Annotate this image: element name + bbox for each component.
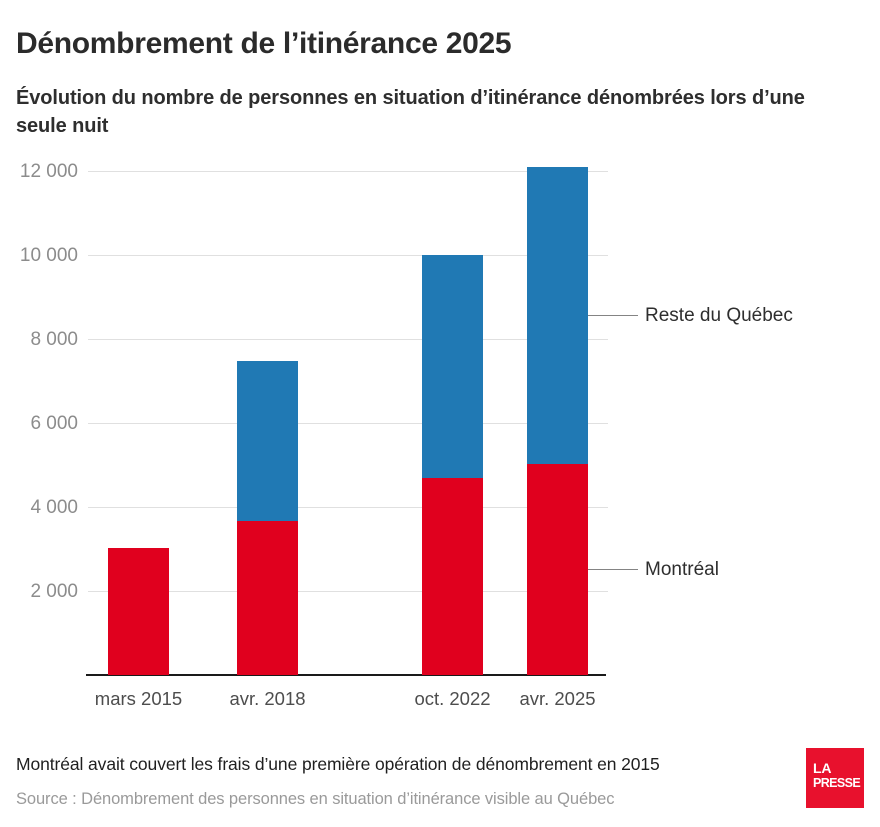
gridline-6000 — [88, 423, 608, 424]
bar-segment-montr-al-avr-2018 — [237, 521, 298, 675]
gridline-4000 — [88, 507, 608, 508]
page-title: Dénombrement de l’itinérance 2025 — [16, 27, 512, 60]
y-axis-tick-label: 12 000 — [19, 161, 78, 182]
y-axis-tick-label: 10 000 — [19, 245, 78, 266]
bar-segment-reste-du-qu-bec-avr-2018 — [237, 361, 298, 522]
y-axis-tick-label: 4 000 — [30, 497, 78, 518]
la-presse-logo: LA PRESSE — [806, 748, 864, 808]
x-axis-label: avr. 2025 — [519, 688, 596, 709]
x-axis-line — [86, 674, 606, 676]
gridline-10000 — [88, 255, 608, 256]
y-axis-tick-label: 6 000 — [30, 413, 78, 434]
la-presse-logo-text: LA PRESSE — [813, 760, 861, 790]
y-axis-tick-label: 2 000 — [30, 581, 78, 602]
logo-line-presse: PRESSE — [813, 776, 861, 790]
bar-segment-montr-al-oct-2022 — [422, 478, 483, 675]
logo-line-la: LA — [813, 760, 832, 776]
gridline-12000 — [88, 171, 608, 172]
bar-segment-montr-al-mars-2015 — [108, 547, 169, 675]
gridline-8000 — [88, 339, 608, 340]
series-annotation-line — [588, 315, 638, 317]
bar-segment-reste-du-qu-bec-oct-2022 — [422, 255, 483, 479]
y-axis-tick-label: 8 000 — [30, 329, 78, 350]
series-annotation-label: Reste du Québec — [645, 305, 793, 327]
chart-subtitle: Évolution du nombre de personnes en situ… — [16, 87, 805, 137]
series-annotation-label: Montréal — [645, 559, 719, 581]
gridline-2000 — [88, 591, 608, 592]
source-line: Source : Dénombrement des personnes en s… — [16, 790, 615, 808]
bar-segment-reste-du-qu-bec-avr-2025 — [527, 166, 588, 464]
x-axis-label: mars 2015 — [94, 688, 183, 709]
x-axis-label: oct. 2022 — [414, 688, 491, 709]
x-axis-label: avr. 2018 — [229, 688, 306, 709]
bar-segment-montr-al-avr-2025 — [527, 463, 588, 675]
series-annotation-line — [588, 569, 638, 571]
footnote: Montréal avait couvert les frais d’une p… — [16, 754, 660, 774]
